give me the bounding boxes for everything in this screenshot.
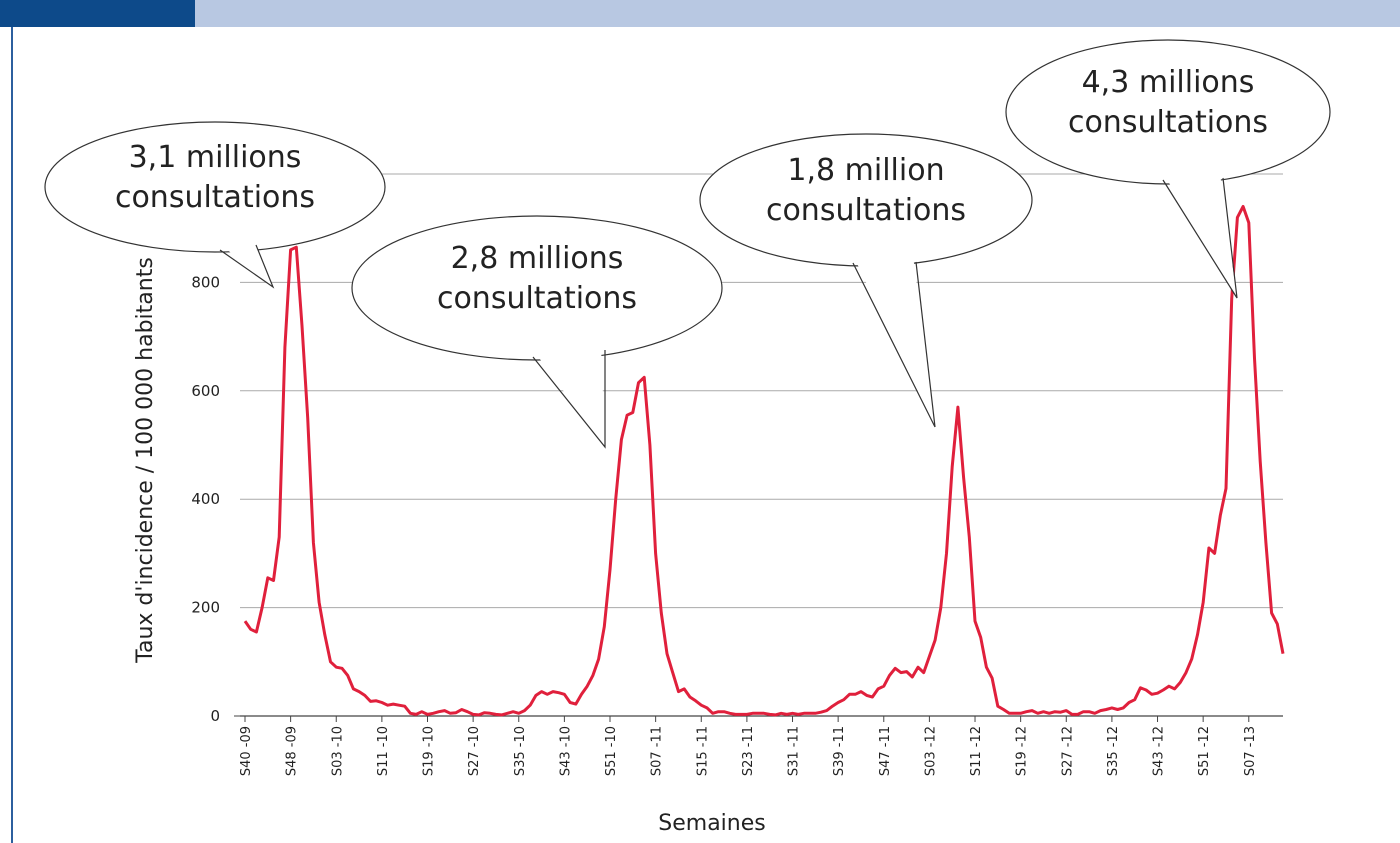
x-tick-label: S39 -11 [832, 726, 847, 776]
callout-tail-fill [1163, 171, 1237, 298]
x-tick-label: S23 -11 [741, 726, 756, 776]
series-line [243, 205, 1285, 717]
x-tick-label: S27 -10 [467, 726, 482, 776]
callout-text: consultations [1068, 105, 1268, 140]
callout-tail [532, 350, 606, 449]
callout-tail-fill [853, 255, 935, 427]
callout-text: 2,8 millions [451, 241, 624, 276]
y-tick-label: 600 [191, 382, 220, 400]
y-tick-label: 0 [210, 707, 220, 725]
x-tick-label: S35 -12 [1106, 726, 1121, 776]
callout-bubble [44, 121, 386, 253]
x-tick-label: S31 -11 [787, 726, 802, 776]
callout-text: consultations [437, 281, 637, 316]
callout-text: 4,3 millions [1082, 65, 1255, 100]
x-tick-label: S15 -11 [695, 726, 710, 776]
callout-text: 3,1 millions [129, 140, 302, 175]
callout-text: consultations [766, 193, 966, 228]
x-tick-label: S27 -12 [1060, 726, 1075, 776]
x-tick-label: S11 -12 [969, 726, 984, 776]
x-tick-label: S11 -10 [376, 726, 391, 776]
header-band [0, 0, 1400, 27]
x-tick-label: S43 -12 [1152, 726, 1167, 776]
y-axis-title: Taux d'incidence / 100 000 habitants [133, 257, 158, 664]
x-tick-label: S40 -09 [239, 726, 254, 776]
x-tick-label: S43 -10 [558, 726, 573, 776]
x-tick-label: S51 -10 [604, 726, 619, 776]
callout-text: consultations [115, 180, 315, 215]
x-tick-label: S07 -11 [650, 726, 665, 776]
callout-bubble [1005, 39, 1331, 185]
y-tick-label: 800 [191, 273, 220, 291]
y-tick-label: 200 [191, 599, 220, 617]
header-accent [0, 0, 195, 27]
y-tick-label: 400 [191, 490, 220, 508]
x-tick-label: S07 -13 [1243, 726, 1258, 776]
callout-tail-fill [533, 343, 605, 447]
callout-tail-fill [219, 239, 273, 287]
x-tick-label: S47 -11 [878, 726, 893, 776]
x-tick-label: S03 -10 [330, 726, 345, 776]
callout-text: 1,8 million [787, 153, 944, 188]
x-tick-label: S35 -10 [513, 726, 528, 776]
x-tick-label: S48 -09 [285, 726, 300, 776]
callout-tail [1162, 177, 1238, 299]
x-axis-title: Semaines [658, 811, 765, 836]
callout-bubble [351, 215, 723, 361]
x-tick-label: S19 -12 [1015, 726, 1030, 776]
x-tick-label: S19 -10 [422, 726, 437, 776]
callout-tail [219, 244, 275, 289]
callout-tail [852, 261, 936, 428]
x-tick-label: S51 -12 [1197, 726, 1212, 776]
x-tick-label: S03 -12 [923, 726, 938, 776]
